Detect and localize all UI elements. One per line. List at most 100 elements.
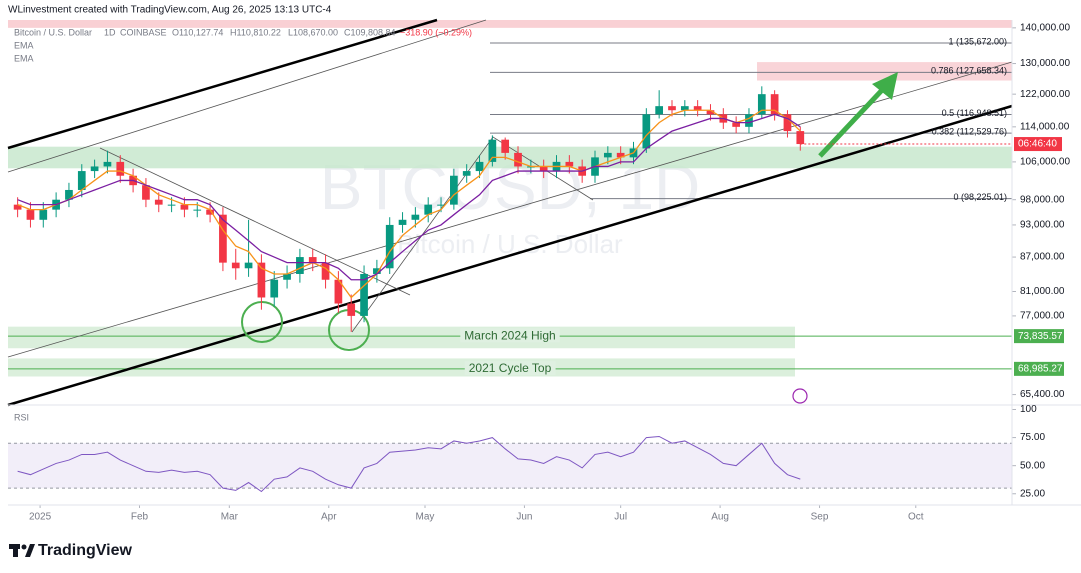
y-tick-label: 77,000.00	[1020, 311, 1065, 322]
logo-part	[25, 544, 35, 557]
rsi-line	[17, 435, 801, 493]
y-tick-label: 106,000.00	[1020, 157, 1070, 168]
candle-body	[219, 214, 227, 263]
x-tick-label: Jun	[516, 512, 532, 523]
label-bg	[464, 361, 556, 376]
channel-upper	[7, 18, 438, 150]
channel-lower	[7, 104, 1013, 407]
candle-body	[257, 262, 266, 298]
y-tick-label: 122,000.00	[1020, 89, 1070, 100]
x-tick-label: Oct	[908, 512, 924, 523]
candle-body	[603, 152, 612, 158]
y-tick-label: 130,000.00	[1020, 58, 1070, 69]
x-tick-label: 2025	[29, 512, 52, 523]
candle-body	[398, 219, 407, 225]
logo-part	[13, 544, 18, 557]
fib-label: 0.5 (116,948.51)	[942, 108, 1007, 118]
brand: TradingView	[38, 542, 133, 559]
ohlc-close: C109,808.84	[344, 27, 396, 37]
candle-body	[462, 171, 471, 176]
ohlc-open: O110,127.74	[172, 27, 223, 37]
candle-body	[26, 209, 35, 220]
candle-body	[116, 161, 125, 176]
candle-body	[668, 106, 676, 111]
candle-body	[13, 204, 22, 210]
candle-body	[283, 273, 291, 280]
y-tick-label: 81,000.00	[1020, 286, 1065, 297]
interval: 1D	[104, 27, 116, 37]
candle-body	[693, 106, 702, 111]
rsi-band	[8, 443, 1012, 489]
y-tick-label: 87,000.00	[1020, 252, 1065, 263]
candle-body	[411, 214, 420, 220]
candle-body	[296, 257, 304, 274]
y-tick-label: 65,400.00	[1020, 389, 1065, 400]
zone	[8, 146, 1012, 169]
candle-body	[475, 161, 484, 172]
candle-body	[103, 161, 112, 167]
fib-label: 1 (135,672.00)	[948, 36, 1007, 46]
legend: Bitcoin / U.S. Dollar 1D COINBASE O110,1…	[14, 27, 472, 422]
candle-body	[334, 279, 343, 304]
candle-body	[154, 199, 163, 205]
zone	[8, 20, 1012, 28]
fib-label: 0 (98,225.01)	[953, 192, 1007, 202]
candle-body	[783, 114, 792, 132]
label-bg	[460, 328, 560, 343]
rsi-tick-label: 25.00	[1020, 488, 1045, 499]
candle-body	[757, 94, 766, 115]
candle-body	[39, 209, 48, 220]
y-tick-label: 93,000.00	[1020, 220, 1065, 231]
candle-body	[732, 122, 740, 127]
candle-body	[206, 209, 214, 215]
candle-body	[745, 114, 753, 127]
fib-anchor	[351, 136, 594, 333]
highlight-circle	[241, 301, 283, 343]
price-label-box	[1014, 361, 1064, 376]
event-icon[interactable]	[792, 388, 808, 404]
exchange: COINBASE	[120, 27, 167, 37]
ema-legend: EMA	[14, 53, 34, 63]
candle-body	[360, 273, 368, 316]
candle-body	[321, 262, 330, 280]
support-zone	[8, 326, 795, 349]
candle-body	[680, 106, 689, 111]
candle-body	[385, 224, 394, 269]
arrow-shaft	[818, 86, 886, 158]
candle-body	[347, 303, 356, 316]
ohlc-change: −318.90 (−0.29%)	[400, 27, 472, 37]
candle-body	[796, 131, 805, 145]
candle-body	[270, 279, 279, 298]
candle-body	[142, 185, 150, 200]
ohlc-low: L108,670.00	[288, 27, 338, 37]
x-tick-label: Jul	[614, 512, 627, 523]
candle-body	[565, 161, 574, 167]
fib-label: 0.382 (112,529.76)	[932, 126, 1007, 136]
ema-line	[17, 113, 801, 281]
support-name: March 2024 High	[464, 328, 555, 342]
x-tick-label: Sep	[811, 512, 829, 523]
header: WLinvestment created with TradingView.co…	[8, 5, 332, 16]
symbol-title: Bitcoin / U.S. Dollar	[14, 27, 92, 37]
x-tick-label: Mar	[221, 512, 239, 523]
candle-body	[308, 257, 317, 263]
drawings	[7, 18, 1013, 407]
fib-label: 0.786 (127,658.34)	[931, 66, 1007, 76]
candle-body	[616, 152, 625, 158]
candle-body	[424, 204, 433, 215]
rsi-legend: RSI	[14, 412, 29, 422]
zone	[757, 62, 1012, 81]
price-label: 68,985.27	[1018, 363, 1063, 374]
rsi-tick-label: 50.00	[1020, 460, 1045, 471]
candle-body	[514, 152, 522, 167]
rsi-tick-label: 100	[1020, 404, 1037, 415]
y-tick-label: 98,000.00	[1020, 194, 1065, 205]
channel-upper-inner	[7, 19, 487, 173]
rsi-tick-label: 75.00	[1020, 432, 1045, 443]
x-tick-label: Feb	[131, 512, 149, 523]
candle-body	[488, 139, 497, 162]
logo-part	[21, 544, 27, 550]
arrow-head	[872, 72, 898, 100]
candle-body	[244, 262, 253, 269]
